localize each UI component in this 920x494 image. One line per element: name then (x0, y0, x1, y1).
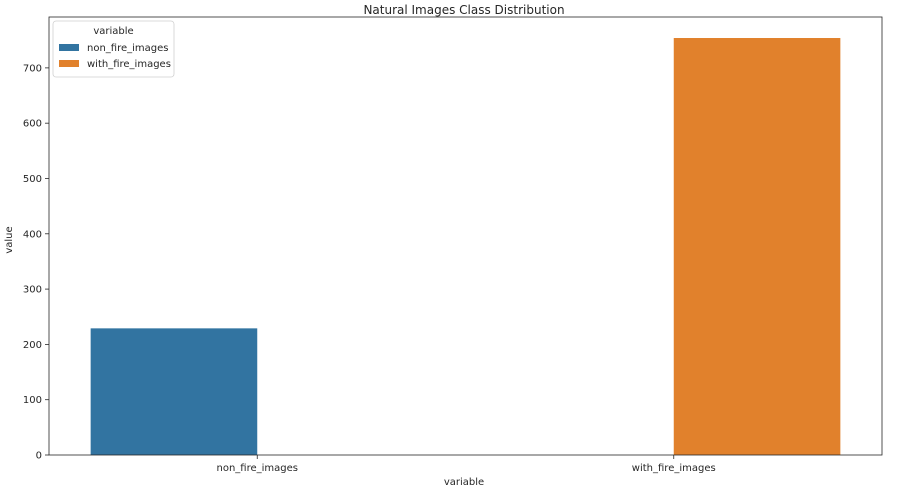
y-tick-label: 500 (23, 174, 42, 185)
y-tick-label: 400 (23, 229, 42, 240)
legend-swatch-non_fire_images (59, 44, 79, 51)
legend-swatch-with_fire_images (59, 60, 79, 67)
legend-label: with_fire_images (87, 59, 171, 70)
x-tick-label: with_fire_images (632, 463, 716, 474)
legend-label: non_fire_images (87, 43, 169, 54)
bar-non_fire_images (90, 328, 258, 455)
y-tick-label: 600 (23, 119, 42, 130)
axes-frame (48, 16, 883, 456)
y-tick-label: 200 (23, 340, 42, 351)
chart-title: Natural Images Class Distribution (363, 3, 564, 17)
y-tick-label: 0 (36, 451, 42, 462)
y-axis-label: value (4, 226, 15, 253)
y-tick-label: 300 (23, 285, 42, 296)
x-axis-label: variable (444, 477, 484, 488)
x-tick-label: non_fire_images (217, 463, 299, 474)
y-tick-label: 100 (23, 395, 42, 406)
y-tick-label: 700 (23, 63, 42, 74)
bar-with_fire_images (673, 38, 841, 456)
legend-title: variable (93, 26, 133, 37)
legend-box (52, 20, 175, 78)
legend: variable non_fire_images with_fire_images (52, 20, 175, 78)
